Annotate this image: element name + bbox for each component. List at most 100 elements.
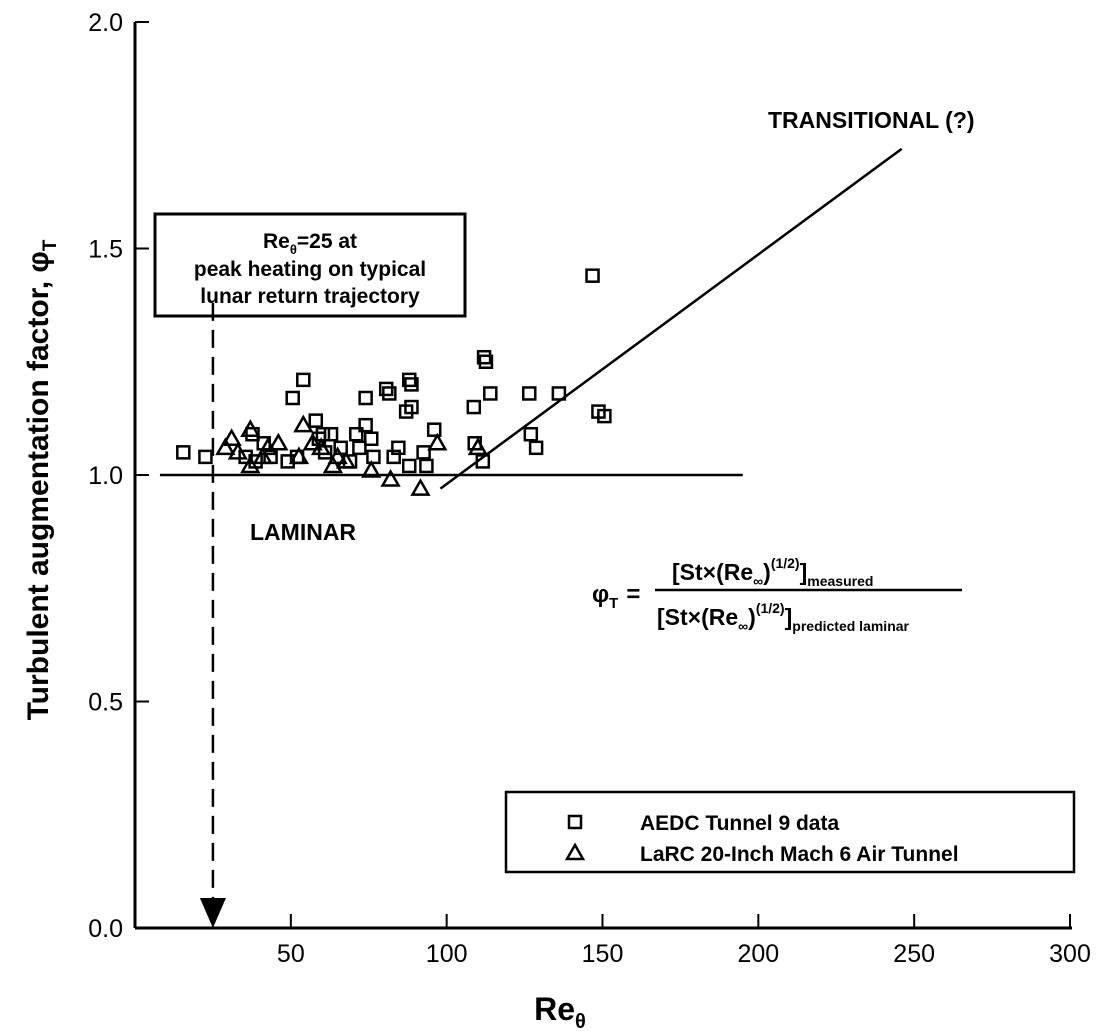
y-tick-label: 0.0 — [88, 915, 123, 943]
formula-text: φ — [592, 581, 609, 608]
annotation-line: Reθ=25 at — [263, 230, 357, 257]
formula-text: = — [626, 581, 640, 608]
triangle-marker — [221, 428, 242, 447]
y-tick-label: 2.0 — [88, 9, 123, 37]
triangle-marker — [240, 455, 261, 474]
triangle-marker — [302, 432, 323, 451]
formula-part: [St×(Re — [657, 604, 738, 630]
formula-numerator: [St×(Re∞)(1/2)]measured — [672, 555, 873, 589]
square-marker — [404, 377, 419, 392]
formula-part: [St×(Re — [672, 559, 753, 585]
x-tick-label: 250 — [893, 940, 935, 968]
square-marker — [363, 431, 379, 447]
formula-denominator: [St×(Re∞)(1/2)]predicted laminar — [657, 600, 910, 634]
square-marker — [402, 372, 417, 388]
square-marker — [378, 381, 394, 397]
x-label-text: Re — [534, 991, 575, 1027]
formula-part: measured — [807, 573, 873, 589]
triangle-marker — [227, 441, 249, 460]
triangle-marker — [427, 432, 448, 451]
y-axis-label: Turbulent augmentation factor, φT — [22, 239, 61, 720]
triangle-marker — [380, 469, 401, 487]
square-marker — [476, 349, 492, 365]
square-marker — [478, 354, 494, 369]
legend-label: LaRC 20-Inch Mach 6 Air Tunnel — [640, 843, 959, 866]
square-marker — [416, 445, 431, 460]
annotation-line: lunar return trajectory — [200, 285, 420, 308]
square-marker — [176, 445, 191, 460]
formula-part: ∞ — [738, 618, 748, 634]
formula-part: (1/2) — [771, 555, 800, 571]
y-label-sub: T — [40, 239, 61, 251]
x-tick-label: 100 — [426, 940, 468, 968]
formula-lhs: φT = — [592, 581, 640, 612]
square-marker — [483, 386, 498, 401]
annotation-line: peak heating on typical — [194, 258, 426, 281]
transitional-label: TRANSITIONAL (?) — [768, 107, 975, 133]
formula-part: ) — [748, 604, 756, 630]
square-marker — [285, 390, 300, 406]
triangle-marker — [293, 414, 314, 433]
triangle-marker — [361, 459, 382, 478]
formula-part: (1/2) — [756, 600, 785, 616]
square-marker — [198, 449, 213, 465]
square-marker — [391, 440, 406, 456]
triangle-marker — [240, 419, 261, 437]
triangle-marker — [467, 437, 488, 456]
annotation-text: =25 at — [297, 230, 357, 253]
formula-part: ] — [800, 559, 808, 585]
square-marker — [466, 399, 482, 415]
square-marker — [308, 413, 324, 428]
square-marker — [597, 408, 612, 424]
square-marker — [528, 440, 544, 456]
square-marker — [386, 449, 401, 465]
triangle-marker — [322, 455, 344, 474]
square-marker — [366, 449, 381, 465]
square-marker — [358, 417, 373, 433]
square-marker — [382, 386, 397, 401]
triangle-marker — [335, 450, 357, 469]
x-tick-label: 300 — [1049, 940, 1091, 968]
formula-part: ) — [763, 559, 771, 585]
square-marker — [404, 399, 419, 415]
square-marker — [402, 458, 417, 474]
square-marker — [358, 390, 373, 406]
reference-line — [439, 147, 903, 490]
triangle-marker — [327, 446, 348, 465]
y-tick-label: 1.0 — [88, 462, 123, 490]
y-tick-label: 0.5 — [88, 689, 123, 717]
annotation-sub: θ — [290, 242, 297, 257]
formula-part: ∞ — [753, 573, 763, 589]
x-tick-label: 50 — [277, 940, 305, 968]
square-marker — [522, 386, 537, 401]
annotation-text: Re — [263, 230, 290, 253]
legend-label: AEDC Tunnel 9 data — [640, 812, 839, 835]
x-tick-label: 200 — [737, 940, 779, 968]
legend — [504, 790, 1076, 874]
square-marker — [323, 426, 339, 442]
x-label-sub: θ — [575, 1011, 586, 1033]
triangle-marker — [310, 437, 332, 456]
formula-part: predicted laminar — [792, 618, 909, 634]
formula-sub: T — [609, 595, 618, 612]
triangle-marker — [268, 432, 289, 451]
annotation-box — [153, 212, 467, 318]
square-marker — [315, 426, 331, 442]
square-marker — [567, 814, 583, 830]
square-marker — [426, 422, 442, 437]
triangle-marker — [410, 478, 431, 496]
square-marker — [280, 454, 295, 469]
triangle-marker — [252, 446, 273, 465]
laminar-label: LAMINAR — [250, 519, 356, 545]
x-tick-label: 150 — [582, 940, 624, 968]
triangle-marker — [564, 842, 586, 861]
square-marker — [296, 372, 311, 388]
square-marker — [475, 454, 491, 469]
square-marker — [238, 449, 253, 465]
square-marker — [523, 426, 539, 442]
square-marker — [352, 440, 367, 456]
y-label-text: Turbulent augmentation factor, φ — [22, 251, 55, 720]
triangle-marker — [288, 446, 310, 465]
formula-part: ] — [785, 604, 793, 630]
